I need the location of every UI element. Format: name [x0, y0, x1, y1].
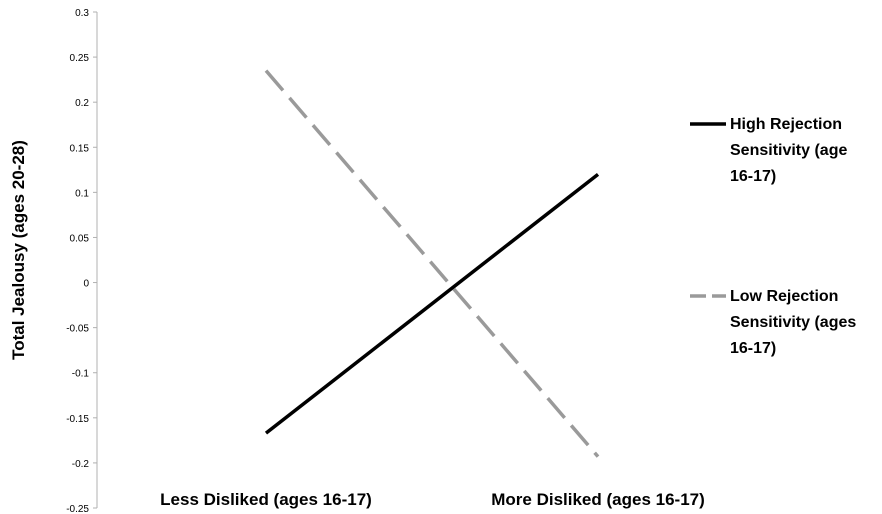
x-category-label: Less Disliked (ages 16-17) — [160, 490, 372, 509]
y-tick-label: 0.1 — [75, 188, 89, 199]
legend-label-line: Sensitivity (age — [730, 142, 847, 159]
series-lines — [264, 69, 600, 458]
y-axis-tick-labels: 0.3 0.25 0.2 0.15 0.1 0.05 0 -0.05 -0.1 -0.15 -0.2… — [66, 8, 89, 514]
x-category-label: More Disliked (ages 16-17) — [491, 490, 705, 509]
y-tick-label: 0.15 — [70, 143, 90, 154]
legend: High Rejection Sensitivity (age 16-17) Low … — [690, 116, 856, 357]
y-tick-label: 0.2 — [75, 98, 89, 109]
y-tick-label: -0.15 — [66, 414, 89, 425]
series-line-high-rejection — [264, 172, 600, 435]
y-tick-label: 0.05 — [70, 233, 90, 244]
legend-label-line: 16-17) — [730, 168, 776, 185]
legend-label-line: 16-17) — [730, 340, 776, 357]
y-tick-label: -0.2 — [72, 459, 90, 470]
y-tick-label: 0.3 — [75, 8, 89, 19]
x-category-labels: Less Disliked (ages 16-17) More Disliked … — [160, 490, 705, 509]
series-line-low-rejection — [264, 69, 600, 458]
y-axis-ticks — [93, 11, 97, 509]
y-axis-title: Total Jealousy (ages 20-28) — [9, 140, 28, 360]
legend-label-line: Low Rejection — [730, 288, 838, 305]
y-tick-label: -0.05 — [66, 324, 89, 335]
legend-label-line: Sensitivity (ages — [730, 314, 856, 331]
y-tick-label: -0.1 — [72, 369, 90, 380]
y-tick-label: 0.25 — [70, 53, 90, 64]
y-tick-label: -0.25 — [66, 504, 89, 514]
y-tick-label: 0 — [83, 279, 89, 290]
legend-label-line: High Rejection — [730, 116, 842, 133]
